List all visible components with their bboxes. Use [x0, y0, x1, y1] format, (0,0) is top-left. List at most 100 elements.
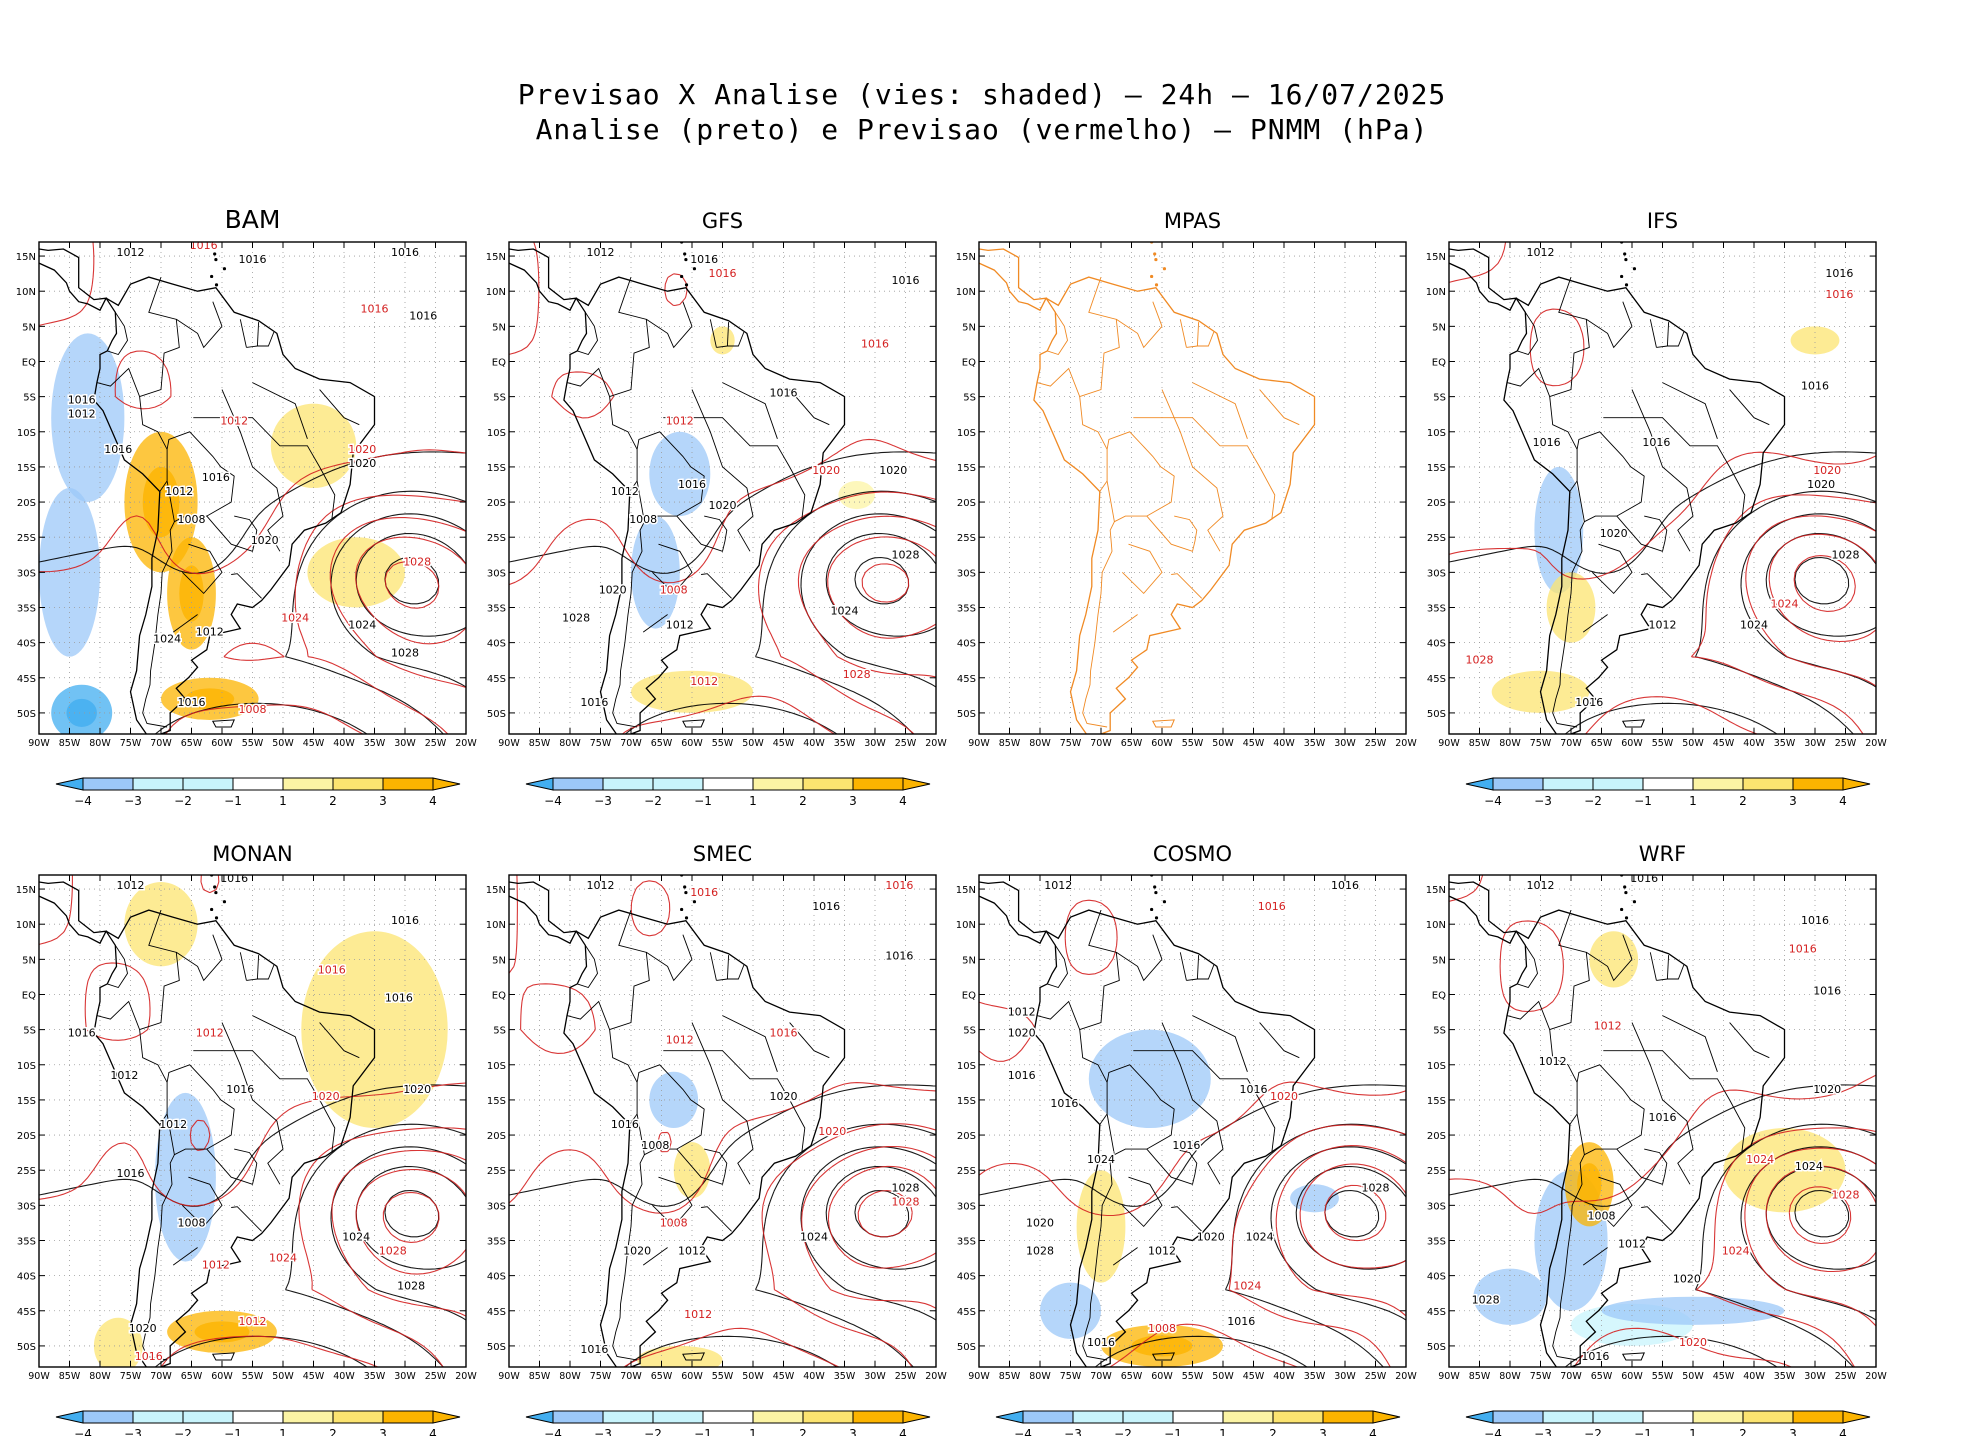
colorbar-label: 2 — [1269, 1427, 1277, 1436]
country-border — [1047, 312, 1068, 356]
contour-label: 1012 — [202, 1259, 230, 1272]
lon-tick-label: 90W — [498, 1371, 520, 1382]
country-border — [1586, 951, 1633, 982]
contour-label: 1024 — [269, 1252, 297, 1265]
contour-label: 1016 — [1581, 1350, 1609, 1363]
bias-shade — [154, 1092, 216, 1262]
contour-label: 1024 — [281, 612, 309, 625]
colorbar-label: −3 — [594, 794, 612, 808]
lon-tick-label: 80W — [1029, 1371, 1051, 1382]
island — [1623, 885, 1627, 889]
lon-tick-label: 55W — [1182, 1371, 1204, 1382]
analysis-isobars — [979, 1084, 1406, 1367]
contour-label: 1024 — [342, 1230, 370, 1243]
country-border — [1552, 1154, 1585, 1361]
colorbar: −4 −3 −2 −1 1 2 3 4 — [55, 777, 461, 808]
lat-tick-label: EQ — [22, 990, 36, 1001]
colorbar-right-arrow — [432, 1410, 461, 1424]
country-border — [789, 1022, 830, 1059]
contour-label: 1024 — [153, 633, 181, 646]
contour-label: 1012 — [1044, 879, 1072, 892]
panel-title: WRF — [1639, 842, 1686, 866]
country-border — [1161, 389, 1224, 552]
lon-tick-label: 80W — [89, 738, 111, 749]
lat-tick-label: 25S — [1427, 533, 1446, 544]
lon-tick-label: 35W — [364, 1371, 386, 1382]
bias-shade — [649, 431, 711, 517]
bias-shade — [1473, 1268, 1547, 1325]
country-border — [612, 1154, 645, 1361]
colorbar-label: 2 — [329, 1427, 337, 1436]
contour-label: 1012 — [666, 1034, 694, 1047]
colorbar-segment — [602, 777, 654, 791]
lon-tick-label: 55W — [1182, 738, 1204, 749]
contour-label: 1016 — [690, 886, 718, 899]
lat-tick-label: 30S — [487, 568, 506, 579]
island — [1154, 890, 1158, 895]
colorbar-segment — [1492, 1410, 1544, 1424]
lat-tick-label: 5S — [23, 393, 36, 404]
panel-title: IFS — [1647, 209, 1678, 233]
country-border — [206, 515, 258, 552]
country-border — [166, 1064, 235, 1156]
lat-tick-label: 40S — [1427, 639, 1446, 650]
colorbar-segment — [1742, 1410, 1794, 1424]
country-border — [709, 952, 717, 981]
lat-tick-label: 20S — [17, 498, 36, 509]
lon-tick-label: 35W — [1774, 738, 1796, 749]
lon-tick-label: 40W — [803, 1371, 825, 1382]
contour-label: 1020 — [1270, 1090, 1298, 1103]
lat-tick-label: 15S — [957, 463, 976, 474]
country-border — [193, 1050, 336, 1153]
contour-label: 1028 — [1472, 1294, 1500, 1307]
lon-tick-label: 90W — [968, 1371, 990, 1382]
contour-label: 1020 — [623, 1245, 651, 1258]
falkland-islands — [211, 1352, 235, 1361]
contour-label: 1016 — [1575, 696, 1603, 709]
contour-label: 1020 — [1813, 1083, 1841, 1096]
lat-tick-label: 15S — [1427, 1096, 1446, 1107]
country-border — [142, 521, 175, 728]
country-border — [1116, 951, 1163, 982]
colorbar-label: 2 — [799, 1427, 807, 1436]
lat-tick-label: 30S — [1427, 1201, 1446, 1212]
colorbar-label: −2 — [1584, 1427, 1602, 1436]
lon-tick-label: 50W — [1682, 1371, 1704, 1382]
contour-label: 1024 — [1246, 1230, 1274, 1243]
country-border — [1641, 573, 1673, 599]
lon-tick-label: 55W — [712, 1371, 734, 1382]
lon-tick-label: 80W — [559, 738, 581, 749]
contour-label: 1016 — [226, 1083, 254, 1096]
lon-tick-label: 80W — [1029, 738, 1051, 749]
lat-tick-label: 30S — [957, 1201, 976, 1212]
lon-tick-label: 60W — [681, 1371, 703, 1382]
lat-tick-label: 40S — [957, 1272, 976, 1283]
country-border — [1591, 543, 1633, 595]
colorbar-label: 1 — [1219, 1427, 1227, 1436]
contour-label: 1008 — [660, 583, 688, 596]
contour-label: 1016 — [220, 872, 248, 885]
contour-label: 1020 — [818, 1125, 846, 1138]
country-border — [107, 312, 128, 356]
contour-label: 1016 — [1642, 436, 1670, 449]
island — [222, 900, 227, 904]
colorbar-label: 3 — [1789, 1427, 1797, 1436]
colorbar-label: 4 — [899, 794, 907, 808]
contour-label: 1020 — [1008, 1027, 1036, 1040]
country-border — [1729, 1022, 1770, 1059]
island — [683, 252, 687, 256]
country-border — [159, 480, 168, 492]
country-border — [1586, 318, 1633, 349]
country-border — [231, 573, 262, 599]
colorbar-label: 1 — [749, 1427, 757, 1436]
colorbar-segment — [752, 777, 804, 791]
colorbar-segment — [1592, 777, 1644, 791]
lat-tick-label: 45S — [17, 1307, 36, 1318]
country-border — [1099, 1113, 1108, 1125]
lon-tick-label: 35W — [1304, 738, 1326, 749]
colorbar-label: −3 — [124, 1427, 142, 1436]
country-border — [642, 1247, 668, 1266]
colorbar-segment — [602, 1410, 654, 1424]
